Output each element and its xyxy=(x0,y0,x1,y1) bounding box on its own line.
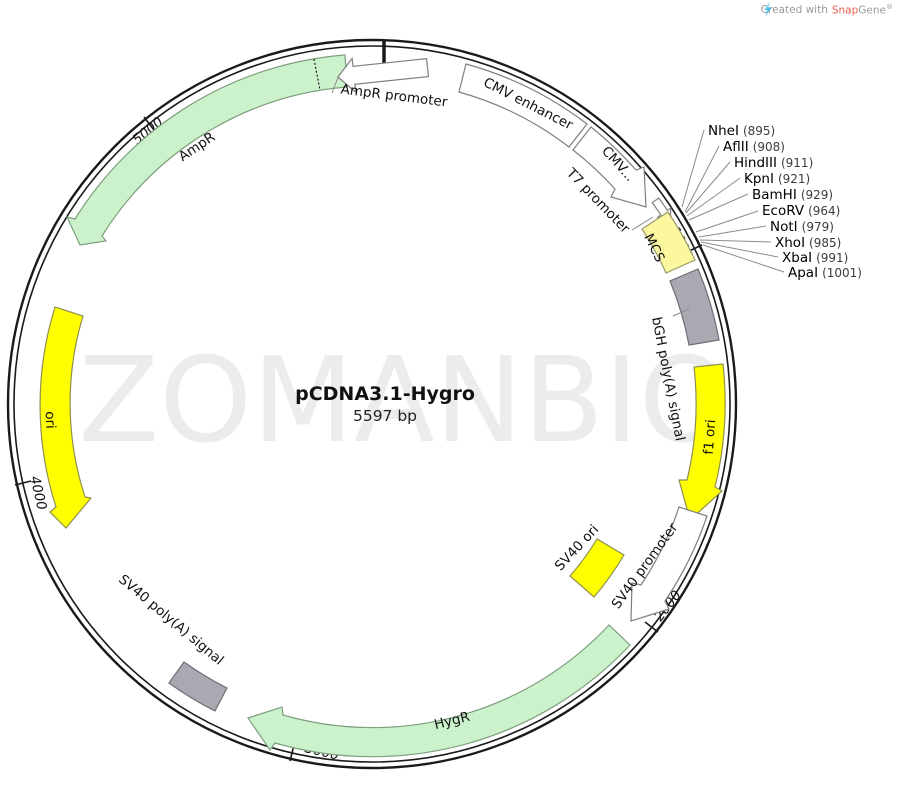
feature-sv40-ori[interactable]: SV40 ori xyxy=(552,522,625,598)
snapgene-logo-icon xyxy=(763,2,772,16)
site-position: (921) xyxy=(778,172,810,186)
bgh-polya-block[interactable] xyxy=(669,268,720,346)
site-name[interactable]: BamHI xyxy=(752,187,797,203)
sv40-promoter-arrow[interactable] xyxy=(630,506,708,622)
leader-line-aflii xyxy=(684,145,720,213)
site-name[interactable]: AflII xyxy=(723,139,749,155)
credit-registered-mark: ® xyxy=(886,3,893,12)
site-position: (895) xyxy=(743,124,775,138)
site-name[interactable]: EcoRV xyxy=(762,203,805,219)
leader-line-xhoi xyxy=(699,239,772,243)
site-position: (908) xyxy=(753,140,785,154)
leader-line-kpni xyxy=(686,177,741,217)
ampr-promoter-arrow[interactable] xyxy=(336,51,430,94)
credit-brand-snap: Snap xyxy=(831,4,859,17)
credit-brand-gene: Gene xyxy=(858,4,886,17)
restriction-site-ecorv[interactable]: EcoRV (964) xyxy=(762,203,840,219)
feature-ampr[interactable]: AmpR xyxy=(65,54,348,246)
sv40-polya-label[interactable]: SV40 poly(A) signal xyxy=(115,571,226,668)
f1-ori-arrow[interactable] xyxy=(678,363,726,522)
restriction-site-xbai[interactable]: XbaI (991) xyxy=(782,250,848,266)
t7-promoter-leader-line xyxy=(631,216,654,231)
feature-cmv-enhancer[interactable]: CMV enhancer xyxy=(458,63,588,148)
site-position: (991) xyxy=(816,251,848,265)
cmv-promoter-arrow[interactable] xyxy=(572,126,647,208)
site-position: (979) xyxy=(802,220,834,234)
leader-line-ecorv xyxy=(695,210,759,233)
site-name[interactable]: ApaI xyxy=(788,265,818,281)
tick-4000 xyxy=(14,480,32,486)
snapgene-credit[interactable]: Created with SnapGene® xyxy=(761,2,893,18)
site-name[interactable]: NheI xyxy=(708,123,739,139)
restriction-site-aflii[interactable]: AflII (908) xyxy=(723,139,785,155)
cmv-enhancer-band[interactable] xyxy=(458,63,588,148)
restriction-site-bamhi[interactable]: BamHI (929) xyxy=(752,187,833,203)
restriction-site-nhei[interactable]: NheI (895) xyxy=(708,123,775,139)
site-position: (985) xyxy=(809,236,841,250)
credit-prefix: Created with xyxy=(760,4,828,16)
site-name[interactable]: XhoI xyxy=(775,235,805,251)
site-position: (911) xyxy=(781,156,813,170)
ampr-promoter-label[interactable]: AmpR promoter xyxy=(340,82,449,111)
leader-line-nhei xyxy=(681,129,705,208)
sv40-ori-block[interactable] xyxy=(569,538,625,598)
ori-label[interactable]: ori xyxy=(42,411,59,429)
plasmid-title: pCDNA3.1-Hygro 5597 bp xyxy=(295,383,475,425)
ampr-arrow[interactable] xyxy=(65,54,348,246)
tick-2000 xyxy=(644,621,659,633)
watermark-text: ZOMANBIO xyxy=(78,331,731,469)
feature-f1-ori[interactable]: f1 ori xyxy=(678,363,726,522)
mcs-block[interactable] xyxy=(641,211,696,274)
leader-line-apai xyxy=(702,244,785,273)
sv40-polya-block[interactable] xyxy=(168,661,228,712)
plasmid-name: pCDNA3.1-Hygro xyxy=(295,383,475,405)
site-position: (929) xyxy=(801,188,833,202)
feature-sv40-polya[interactable]: SV40 poly(A) signal xyxy=(115,571,228,712)
restriction-sites: NheI (895) AflII (908) HindIII (911) KpnI (9… xyxy=(681,123,862,281)
backbone-inner-ring xyxy=(13,45,731,763)
site-name[interactable]: XbaI xyxy=(782,250,812,266)
site-position: (964) xyxy=(808,204,840,218)
feature-ampr-promoter[interactable]: AmpR promoter xyxy=(331,51,449,111)
restriction-site-noti[interactable]: NotI (979) xyxy=(770,219,834,235)
ampr-segment-divider xyxy=(313,58,321,91)
restriction-site-apai[interactable]: ApaI (1001) xyxy=(788,265,862,281)
backbone-outer-ring xyxy=(6,38,738,770)
leader-line-noti xyxy=(698,225,767,238)
feature-hygr[interactable]: HygR xyxy=(247,624,631,758)
hygr-arrow[interactable] xyxy=(247,624,631,758)
plasmid-size: 5597 bp xyxy=(353,407,417,425)
f1-ori-label[interactable]: f1 ori xyxy=(701,419,719,455)
feature-ori[interactable]: ori xyxy=(39,306,93,529)
leader-line-hindiii xyxy=(685,161,731,214)
tick-5000 xyxy=(143,116,155,131)
site-position: (1001) xyxy=(822,266,862,280)
leader-line-bamhi xyxy=(688,193,749,221)
site-name[interactable]: KpnI xyxy=(744,171,774,187)
restriction-site-kpni[interactable]: KpnI (921) xyxy=(744,171,810,187)
leader-line-xbai xyxy=(700,241,779,258)
restriction-site-hindiii[interactable]: HindIII (911) xyxy=(734,155,813,171)
ampr-promoter-leader-line xyxy=(331,74,340,94)
bgh-polya-leader-line xyxy=(672,308,690,317)
restriction-site-xhoi[interactable]: XhoI (985) xyxy=(775,235,841,251)
site-name[interactable]: NotI xyxy=(770,219,798,235)
site-name[interactable]: HindIII xyxy=(734,155,777,171)
ori-arrow[interactable] xyxy=(39,306,93,529)
tick-label-4000: 4000 xyxy=(26,474,49,511)
